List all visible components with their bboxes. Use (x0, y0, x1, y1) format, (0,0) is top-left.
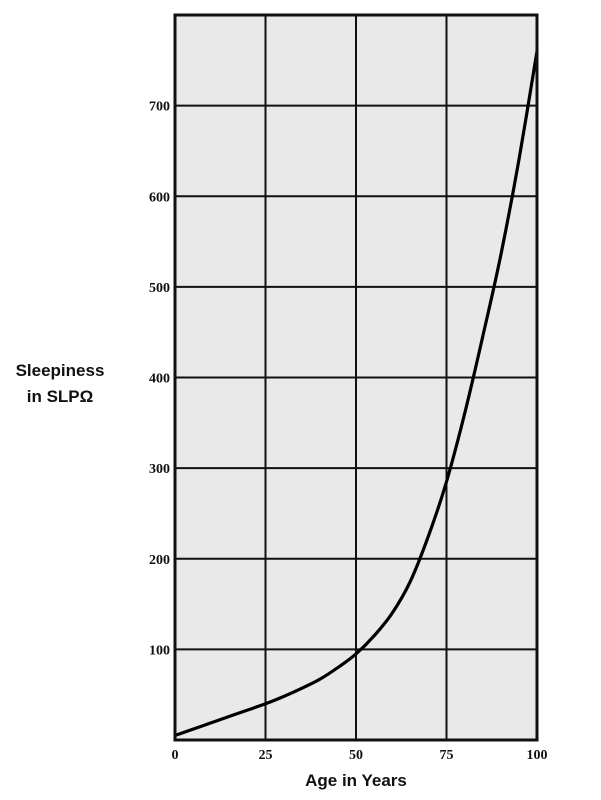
y-tick-label: 100 (149, 643, 170, 658)
x-tick-label: 75 (440, 748, 454, 763)
y-tick-label: 200 (149, 553, 170, 568)
x-tick-label: 25 (259, 748, 273, 763)
series-line (173, 49, 539, 738)
y-tick-label: 300 (149, 462, 170, 477)
plot-frame (173, 13, 539, 742)
x-tick-label: 0 (172, 748, 179, 763)
y-tick-label: 600 (149, 190, 170, 205)
x-tick-label: 100 (527, 748, 548, 763)
y-axis-label-line2: in SLPΩ (26, 387, 94, 406)
y-axis-label: Sleepiness in SLPΩ (8, 358, 112, 410)
x-axis-label: Age in Years (305, 771, 407, 790)
y-axis-label-line1: Sleepiness (15, 361, 105, 380)
x-tick-label: 50 (349, 748, 363, 763)
y-tick-label: 700 (149, 100, 170, 115)
y-tick-label: 400 (149, 372, 170, 387)
y-tick-label: 500 (149, 281, 170, 296)
